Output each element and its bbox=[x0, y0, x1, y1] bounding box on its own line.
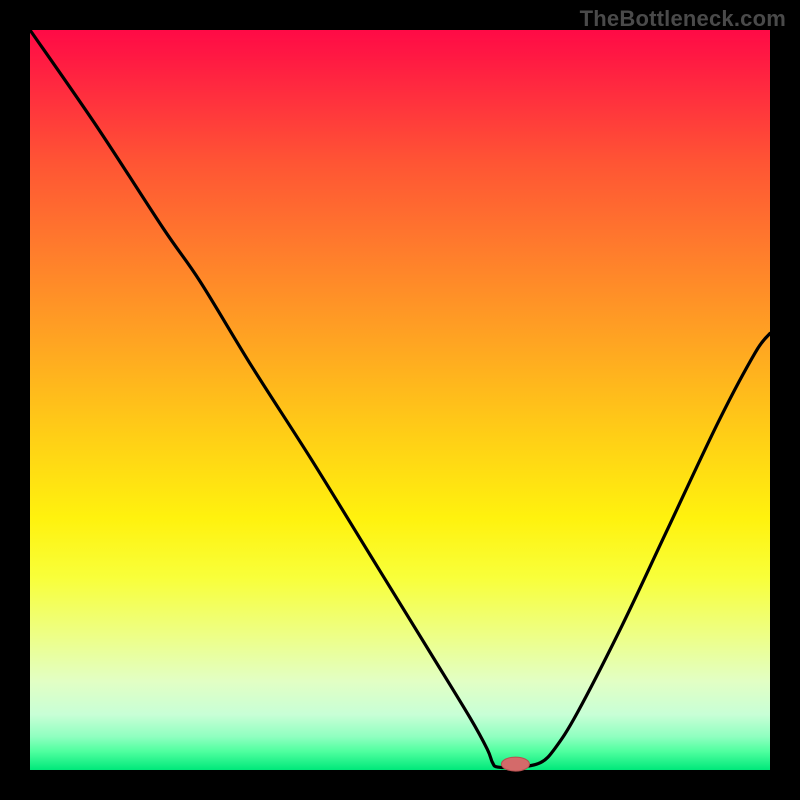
chart-container: TheBottleneck.com bbox=[0, 0, 800, 800]
watermark-text: TheBottleneck.com bbox=[580, 6, 786, 32]
bottleneck-chart bbox=[0, 0, 800, 800]
optimal-marker bbox=[501, 757, 529, 771]
plot-background bbox=[30, 30, 770, 770]
